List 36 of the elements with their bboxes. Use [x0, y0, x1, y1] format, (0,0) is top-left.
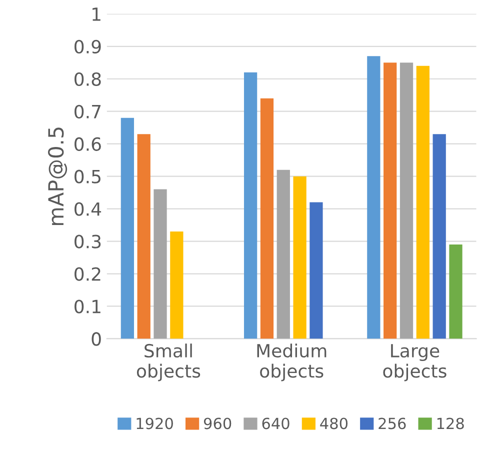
bar: [120, 118, 134, 339]
x-tick-label: Medium objects: [257, 344, 326, 382]
x-tick-label: Small objects: [136, 344, 200, 382]
y-tick-label: 1: [92, 8, 100, 21]
y-tick-label: 0.7: [74, 104, 101, 118]
bar: [276, 170, 290, 339]
legend-label: 1920: [136, 418, 173, 430]
y-tick-label: 0.2: [74, 267, 100, 281]
bar: [293, 176, 306, 339]
legend-label: 960: [204, 418, 232, 430]
legend-label: 256: [378, 418, 406, 430]
bar: [432, 134, 446, 339]
bar: [154, 189, 167, 339]
bar: [416, 66, 430, 339]
y-tick-label: 0.1: [74, 300, 100, 314]
bar: [260, 98, 274, 339]
legend-label: 128: [437, 418, 464, 430]
y-tick-label: 0.3: [74, 234, 101, 248]
y-tick-label: 0.6: [74, 137, 101, 151]
y-tick-label: 0.5: [74, 170, 100, 184]
bar: [400, 62, 414, 339]
bar: [137, 134, 150, 339]
bar: [384, 62, 397, 339]
bar: [310, 202, 323, 339]
y-tick-label: 0.8: [74, 72, 101, 86]
bar: [367, 56, 380, 339]
bar: [170, 232, 184, 339]
bar: [449, 244, 462, 339]
y-tick-label: 0.4: [74, 202, 102, 216]
x-tick-label: Large objects: [383, 344, 446, 382]
legend-label: 640: [262, 418, 290, 430]
y-tick-label: 0: [92, 332, 101, 346]
bar: [244, 72, 258, 339]
y-axis-title: mAP@0.5: [48, 128, 68, 225]
y-tick-label: 0.9: [74, 40, 101, 54]
legend-label: 480: [320, 418, 348, 430]
